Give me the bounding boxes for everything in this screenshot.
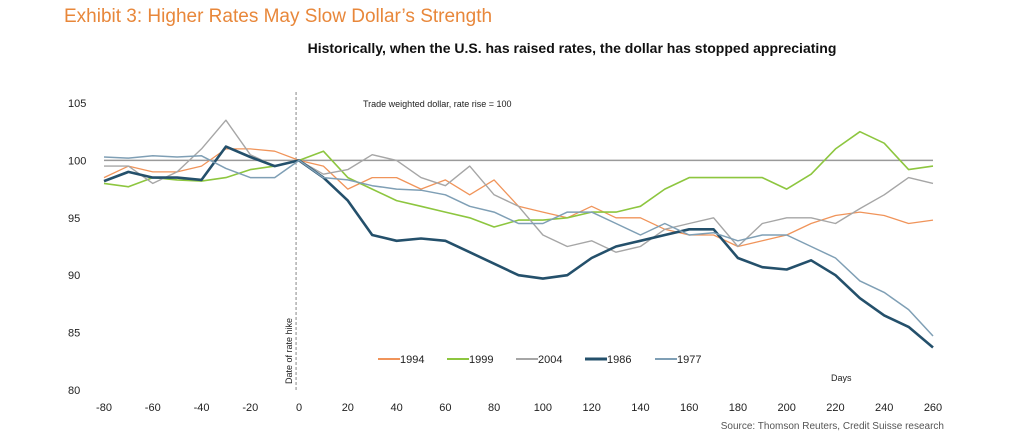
- y-tick-label: 95: [68, 213, 80, 225]
- series-lines: [103, 119, 934, 349]
- x-tick-label: -40: [194, 402, 210, 414]
- series-line-2004: [104, 119, 934, 253]
- x-tick-label: 220: [826, 402, 844, 414]
- legend-label-1986: 1986: [607, 354, 631, 366]
- legend-label-1977: 1977: [677, 354, 701, 366]
- legend-label-1994: 1994: [400, 354, 424, 366]
- x-tick-label: -60: [145, 402, 161, 414]
- chart-subtitle: Historically, when the U.S. has raised r…: [307, 40, 837, 56]
- chart-annotation: Trade weighted dollar, rate rise = 100: [363, 99, 512, 109]
- x-tick-label: 80: [488, 402, 500, 414]
- series-line-1977: [103, 155, 934, 337]
- y-tick-label: 105: [68, 98, 86, 110]
- x-tick-label: -20: [242, 402, 258, 414]
- series-line-1986: [103, 145, 934, 349]
- x-tick-label: 260: [924, 402, 942, 414]
- x-tick-label: -80: [96, 402, 112, 414]
- series-line-1999: [103, 130, 934, 228]
- rate-hike-label: Date of rate hike: [284, 318, 294, 384]
- y-tick-label: 90: [68, 270, 80, 282]
- y-tick-label: 80: [68, 385, 80, 397]
- series-line-1994: [103, 148, 934, 248]
- x-tick-label: 120: [582, 402, 600, 414]
- legend-label-1999: 1999: [469, 354, 493, 366]
- y-tick-label: 85: [68, 328, 80, 340]
- y-tick-label: 100: [68, 155, 86, 167]
- x-tick-label: 40: [390, 402, 402, 414]
- source-note: Source: Thomson Reuters, Credit Suisse r…: [720, 421, 944, 432]
- legend: 1994 1999 2004 1986 1977: [378, 354, 701, 366]
- x-tick-label: 180: [729, 402, 747, 414]
- x-axis-label: Days: [831, 373, 852, 383]
- x-tick-label: 0: [296, 402, 302, 414]
- x-tick-label: 200: [778, 402, 796, 414]
- x-tick-label: 160: [680, 402, 698, 414]
- x-tick-label: 20: [342, 402, 354, 414]
- legend-label-2004: 2004: [538, 354, 562, 366]
- x-tick-label: 100: [534, 402, 552, 414]
- exhibit-title: Exhibit 3: Higher Rates May Slow Dollar’…: [64, 6, 493, 27]
- x-tick-label: 60: [439, 402, 451, 414]
- x-tick-label: 140: [631, 402, 649, 414]
- y-axis: 80 85 90 95 100 105: [68, 98, 86, 397]
- x-axis: -80 -60 -40 -20 0 20 40 60 80 100 120 140 160 180 200 2…: [96, 402, 942, 414]
- x-tick-label: 240: [875, 402, 893, 414]
